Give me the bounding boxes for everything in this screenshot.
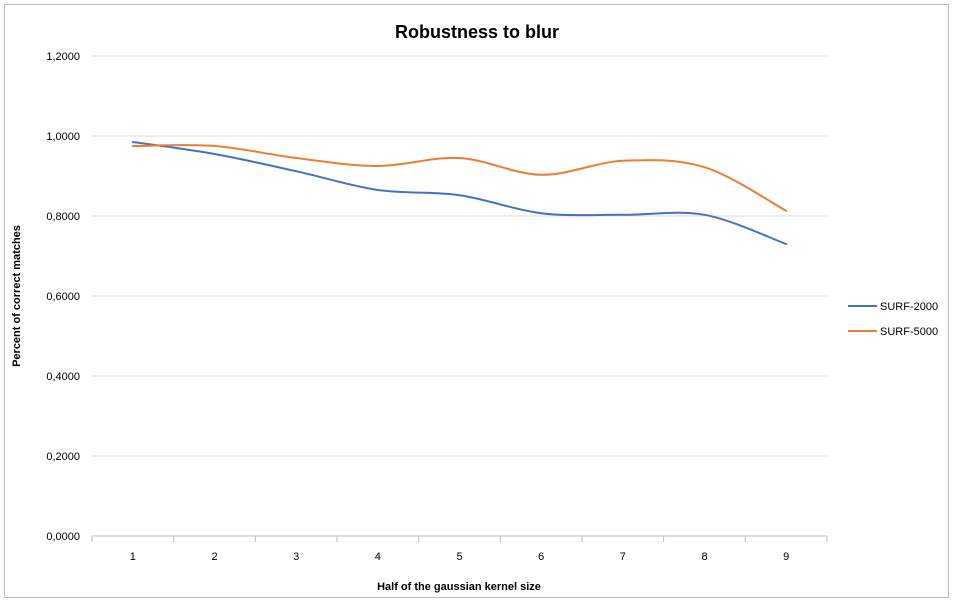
data-point: [295, 157, 297, 159]
data-point: [703, 166, 705, 168]
y-tick-label: 0,6000: [46, 291, 80, 303]
data-point: [132, 145, 134, 147]
data-point: [377, 165, 379, 167]
data-point: [540, 212, 542, 214]
gridlines: [92, 55, 827, 457]
x-tick-label: 1: [130, 551, 136, 563]
data-point: [132, 141, 134, 143]
y-tick-label: 0,8000: [46, 211, 80, 223]
data-point: [213, 153, 215, 155]
data-point: [295, 170, 297, 172]
x-tick-label: 6: [538, 551, 544, 563]
x-tick-label: 7: [620, 551, 626, 563]
series-line-surf-2000: [131, 141, 788, 245]
legend: SURF-2000 SURF-5000: [848, 301, 938, 338]
y-tick-label: 0,0000: [46, 531, 80, 543]
chart-frame: [4, 4, 949, 598]
series-lines: [131, 141, 788, 245]
x-tick-label: 3: [293, 551, 299, 563]
y-tick-label: 1,0000: [46, 131, 80, 143]
data-point: [540, 174, 542, 176]
data-point: [622, 214, 624, 216]
data-point: [703, 214, 705, 216]
x-tick-label: 2: [211, 551, 217, 563]
legend-label: SURF-5000: [880, 326, 938, 338]
x-tick-label: 8: [701, 551, 707, 563]
x-axis-title: Half of the gaussian kernel size: [377, 581, 541, 593]
x-tick-label: 5: [456, 551, 462, 563]
data-point: [785, 210, 787, 212]
data-point: [377, 189, 379, 191]
x-tick-label: 4: [375, 551, 381, 563]
legend-label: SURF-2000: [880, 301, 938, 313]
chart-title: Robustness to blur: [395, 22, 559, 42]
x-tick-label: 9: [783, 551, 789, 563]
y-tick-label: 0,4000: [46, 371, 80, 383]
data-point: [213, 145, 215, 147]
data-point: [785, 243, 787, 245]
data-point: [458, 194, 460, 196]
y-tick-label: 1,2000: [46, 51, 80, 63]
axes: 0,0000 0,2000 0,4000 0,6000 0,8000 1,0000 1,20…: [46, 51, 828, 563]
series-line-surf-5000: [131, 144, 788, 212]
y-axis-title: Percent of correct matches: [11, 225, 23, 367]
data-point: [622, 160, 624, 162]
data-point: [458, 157, 460, 159]
y-tick-label: 0,2000: [46, 451, 80, 463]
